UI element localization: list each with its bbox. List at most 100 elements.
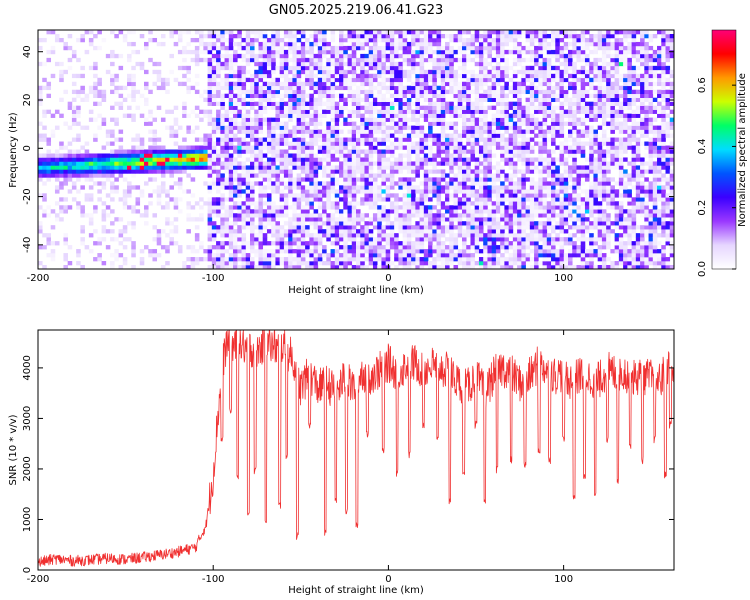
heatmap-cell	[275, 253, 280, 258]
heatmap-cell	[144, 161, 149, 166]
heatmap-cell	[334, 181, 340, 186]
heatmap-cell	[389, 85, 395, 91]
heatmap-cell	[63, 145, 68, 150]
heatmap-cell	[228, 225, 234, 230]
heatmap-cell	[237, 209, 242, 214]
heatmap-cell	[347, 97, 353, 102]
heatmap-cell	[500, 33, 505, 39]
heatmap-cell	[508, 261, 514, 266]
heatmap-cell	[322, 189, 327, 194]
heatmap-cell	[279, 53, 285, 59]
heatmap-cell	[351, 81, 357, 87]
heatmap-cell	[360, 73, 365, 79]
heatmap-cell	[504, 73, 509, 79]
heatmap-cell	[317, 145, 323, 150]
heatmap-cell	[190, 265, 196, 269]
heatmap-cell	[432, 89, 437, 95]
heatmap-cell	[118, 101, 124, 106]
heatmap-cell	[254, 241, 259, 246]
heatmap-cell	[406, 229, 412, 234]
heatmap-cell	[220, 197, 225, 202]
heatmap-cell	[203, 137, 208, 142]
heatmap-cell	[339, 153, 344, 158]
heatmap-cell	[127, 165, 132, 170]
heatmap-cell	[262, 65, 268, 71]
heatmap-cell	[80, 237, 85, 242]
heatmap-cell	[457, 181, 463, 186]
heatmap-cell	[453, 57, 459, 63]
heatmap-cell	[504, 69, 509, 75]
heatmap-cell	[177, 169, 183, 174]
heatmap-cell	[402, 153, 408, 158]
heatmap-cell	[131, 149, 136, 154]
heatmap-cell	[466, 129, 471, 134]
heatmap-cell	[283, 221, 289, 226]
heatmap-cell	[262, 249, 268, 254]
heatmap-cell	[292, 41, 297, 47]
heatmap-cell	[216, 81, 221, 87]
heatmap-cell	[275, 65, 280, 71]
heatmap-cell	[317, 129, 323, 134]
heatmap-cell	[160, 169, 166, 174]
heatmap-cell	[216, 197, 221, 202]
heatmap-cell	[440, 217, 446, 222]
heatmap-cell	[394, 101, 399, 106]
heatmap-cell	[63, 205, 68, 210]
heatmap-cell	[46, 205, 52, 210]
heatmap-cell	[233, 61, 238, 67]
heatmap-cell	[220, 181, 225, 186]
heatmap-cell	[279, 181, 285, 186]
heatmap-cell	[351, 89, 357, 95]
heatmap-cell	[517, 229, 522, 234]
heatmap-cell	[207, 205, 213, 210]
heatmap-cell	[50, 113, 56, 118]
heatmap-cell	[165, 125, 170, 130]
heatmap-cell	[127, 105, 132, 110]
heatmap-cell	[169, 197, 174, 202]
heatmap-cell	[368, 201, 374, 206]
heatmap-cell	[483, 241, 488, 246]
heatmap-cell	[300, 145, 306, 150]
heatmap-cell	[322, 41, 327, 47]
heatmap-cell	[343, 77, 348, 83]
heatmap-cell	[411, 257, 416, 262]
heatmap-cell	[241, 117, 247, 122]
heatmap-cell	[360, 85, 365, 91]
heatmap-cell	[228, 209, 234, 214]
heatmap-cell	[317, 30, 323, 35]
heatmap-cell	[339, 145, 344, 150]
heatmap-cell	[483, 73, 488, 79]
heatmap-cell	[313, 57, 319, 63]
heatmap-cell	[271, 30, 276, 35]
heatmap-cell	[279, 109, 285, 114]
heatmap-cell	[59, 185, 64, 190]
heatmap-cell	[529, 161, 535, 166]
heatmap-cell	[462, 161, 467, 166]
heatmap-cell	[495, 117, 501, 122]
heatmap-cell	[334, 217, 340, 222]
heatmap-cell	[368, 37, 374, 43]
heatmap-cell	[419, 189, 425, 194]
heatmap-cell	[334, 113, 340, 118]
heatmap-cell	[343, 137, 348, 142]
heatmap-cell	[351, 225, 357, 230]
heatmap-cell	[330, 33, 336, 39]
heatmap-cell	[300, 233, 306, 238]
heatmap-cell	[245, 41, 251, 47]
heatmap-cell	[296, 81, 302, 87]
heatmap-cell	[406, 237, 412, 242]
heatmap-cell	[445, 69, 450, 75]
heatmap-cell	[343, 201, 348, 206]
heatmap-cell	[478, 181, 484, 186]
heatmap-cell	[288, 233, 293, 238]
heatmap-cell	[385, 237, 391, 242]
heatmap-cell	[67, 141, 73, 146]
heatmap-cell	[241, 57, 247, 63]
heatmap-cell	[262, 69, 268, 75]
heatmap-cell	[500, 85, 505, 91]
heatmap-cell	[288, 113, 293, 118]
heatmap-cell	[555, 225, 560, 230]
heatmap-cell	[525, 149, 531, 154]
heatmap-cell	[250, 129, 255, 134]
heatmap-cell	[512, 189, 518, 194]
